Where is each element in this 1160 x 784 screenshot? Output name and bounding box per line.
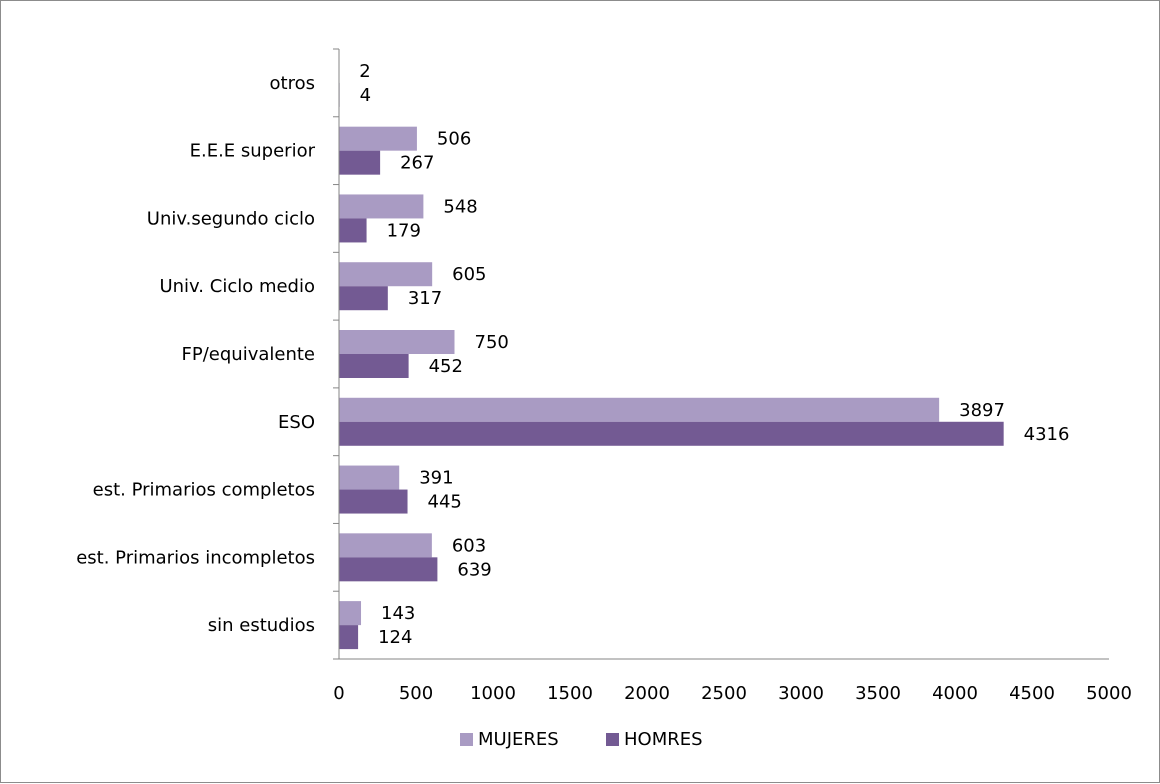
bar-mujeres-sin-estudios [339, 601, 361, 625]
category-label-est-primarios-completos: est. Primarios completos [93, 480, 315, 501]
bar-mujeres-e-e-e-superior [339, 127, 417, 151]
data-labels: 143 124 603 639 391 445 3897 4316 750 452 605 317 54… [359, 61, 1069, 648]
category-label-sin-estudios: sin estudios [208, 615, 315, 636]
data-label-homres-est-primarios-incompletos: 639 [457, 559, 491, 580]
data-label-homres-e-e-e-superior: 267 [400, 153, 434, 174]
x-tick-label: 4000 [932, 683, 978, 704]
data-label-mujeres-sin-estudios: 143 [381, 603, 415, 624]
x-tick-label: 3000 [778, 683, 824, 704]
data-label-homres-univ-ciclo-medio: 317 [408, 288, 442, 309]
bar-mujeres-est-primarios-incompletos [339, 533, 432, 557]
data-label-mujeres-est-primarios-completos: 391 [419, 468, 453, 489]
bar-mujeres-est-primarios-completos [339, 466, 399, 490]
data-label-homres-est-primarios-completos: 445 [428, 492, 462, 513]
bar-homres-est-primarios-incompletos [339, 557, 437, 581]
x-tick-label: 2000 [624, 683, 670, 704]
x-tick-label: 0 [333, 683, 344, 704]
data-label-mujeres-otros: 2 [359, 61, 370, 82]
data-label-homres-otros: 4 [360, 85, 371, 106]
legend-label-mujeres: MUJERES [478, 729, 559, 750]
bar-homres-est-primarios-completos [339, 490, 408, 514]
x-tick-label: 1000 [470, 683, 516, 704]
data-label-homres-sin-estudios: 124 [378, 627, 412, 648]
x-tick-label: 500 [399, 683, 433, 704]
data-label-mujeres-univ-segundo-ciclo: 548 [443, 196, 477, 217]
data-label-mujeres-univ-ciclo-medio: 605 [452, 264, 486, 285]
category-label-univ-segundo-ciclo: Univ.segundo ciclo [147, 208, 315, 229]
legend: MUJERES HOMRES [460, 729, 703, 750]
x-tick-label: 3500 [855, 683, 901, 704]
data-label-mujeres-fp-equivalente: 750 [475, 332, 509, 353]
category-label-eso: ESO [278, 412, 315, 433]
legend-swatch-homres [606, 733, 619, 746]
bar-homres-eso [339, 422, 1004, 446]
x-tick-label: 5000 [1086, 683, 1132, 704]
data-label-homres-eso: 4316 [1024, 424, 1070, 445]
bar-homres-e-e-e-superior [339, 151, 380, 175]
data-label-mujeres-e-e-e-superior: 506 [437, 129, 471, 150]
bar-mujeres-univ-segundo-ciclo [339, 194, 423, 218]
category-label-univ-ciclo-medio: Univ. Ciclo medio [159, 276, 315, 297]
category-label-e-e-e-superior: E.E.E superior [190, 141, 316, 162]
category-label-fp-equivalente: FP/equivalente [182, 344, 315, 365]
x-tick-label: 2500 [701, 683, 747, 704]
data-label-mujeres-est-primarios-incompletos: 603 [452, 535, 486, 556]
category-label-otros: otros [270, 73, 315, 94]
category-labels: sin estudios est. Primarios incompletos es… [76, 73, 315, 636]
bar-mujeres-univ-ciclo-medio [339, 262, 432, 286]
bar-homres-univ-ciclo-medio [339, 286, 388, 310]
bar-homres-univ-segundo-ciclo [339, 218, 367, 242]
bar-homres-sin-estudios [339, 625, 358, 649]
data-label-homres-univ-segundo-ciclo: 179 [387, 220, 421, 241]
data-label-homres-fp-equivalente: 452 [429, 356, 463, 377]
legend-label-homres: HOMRES [624, 729, 703, 750]
data-label-mujeres-eso: 3897 [959, 400, 1005, 421]
x-tick-label: 4500 [1009, 683, 1055, 704]
x-tick-label: 1500 [547, 683, 593, 704]
bar-mujeres-fp-equivalente [339, 330, 455, 354]
legend-swatch-mujeres [460, 733, 473, 746]
category-label-est-primarios-incompletos: est. Primarios incompletos [76, 547, 315, 568]
bar-mujeres-eso [339, 398, 939, 422]
bar-homres-fp-equivalente [339, 354, 409, 378]
